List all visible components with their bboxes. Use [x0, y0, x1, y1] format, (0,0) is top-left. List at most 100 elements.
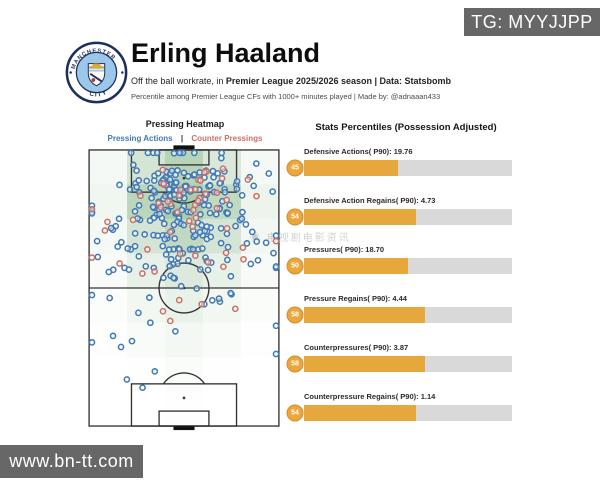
pressing-action-dot: [154, 232, 162, 240]
stat-row: Pressures( P90): 18.70 50: [286, 245, 518, 275]
counter-pressing-dot: [253, 192, 260, 200]
counter-pressing-dot: [185, 217, 193, 225]
pressing-action-dot: [109, 332, 117, 340]
pressing-action-dot: [135, 309, 142, 317]
pressing-action-dot: [238, 215, 246, 222]
pressing-action-dot: [166, 176, 174, 183]
counter-pressing-dot: [88, 254, 96, 261]
counter-pressing-dot: [239, 244, 247, 251]
percentile-badge: 50: [286, 257, 304, 275]
pressing-action-dot: [191, 171, 198, 178]
pressing-action-dot: [172, 179, 180, 186]
pressing-action-dot: [150, 187, 158, 195]
pressing-action-dot: [105, 268, 113, 276]
pressing-action-dot: [223, 256, 231, 264]
pressing-action-dot: [198, 221, 205, 229]
pressing-action-dot: [170, 221, 178, 229]
pressing-action-dot: [270, 249, 277, 257]
stat-row: Pressure Regains( P90): 4.44 58: [286, 294, 518, 324]
pressing-action-dot: [205, 202, 213, 209]
percentile-bar-track: 54: [286, 404, 512, 422]
pressing-action-dot: [166, 262, 174, 270]
pressing-action-dot: [115, 215, 123, 223]
counter-pressing-dot: [218, 175, 226, 182]
manchester-city-crest: MANCHESTER CITY: [65, 41, 128, 104]
counter-pressing-dot: [222, 249, 230, 257]
pressing-action-dot: [107, 224, 115, 232]
pressing-action-dot: [197, 211, 204, 218]
pressing-action-dot: [106, 294, 114, 302]
pressing-action-dot: [167, 255, 175, 263]
pressing-action-dot: [227, 289, 235, 297]
percentile-bar-track: 58: [286, 355, 512, 373]
stat-row: Counterpressure Regains( P90): 1.14 54: [286, 392, 518, 422]
pressing-action-dot: [206, 209, 214, 217]
stat-label: Defensive Action Regains( P90): 4.73: [304, 196, 436, 205]
pressing-heatmap-panel: Pressing Heatmap Pressing Actions | Coun…: [88, 119, 282, 431]
pressing-action-dot: [207, 233, 215, 241]
pressing-action-dot: [133, 167, 140, 174]
counter-pressing-dot: [151, 268, 158, 275]
pressing-action-dot: [180, 169, 188, 177]
counter-pressing-dot: [192, 252, 199, 260]
pressing-action-dot: [135, 177, 143, 184]
pressing-action-dot: [141, 231, 149, 238]
pressing-action-dot: [148, 194, 155, 202]
pressing-action-dot: [154, 169, 162, 177]
pressing-action-dot: [223, 230, 231, 238]
pressing-action-dot: [156, 210, 163, 218]
pressing-action-dot: [93, 237, 101, 245]
pressing-action-dot: [204, 266, 212, 274]
percentile-badge: 54: [286, 208, 304, 226]
counter-pressing-dot: [202, 190, 209, 198]
counter-pressing-dot: [186, 186, 194, 194]
pressing-action-dot: [193, 285, 201, 292]
percentile-badge: 54: [286, 404, 304, 422]
football-pitch: [88, 145, 280, 431]
pressing-action-dot: [216, 180, 224, 187]
counter-pressing-dot: [144, 246, 151, 253]
percentile-bar-fill: [304, 209, 417, 225]
pressing-action-dot: [206, 182, 214, 189]
pressing-action-dot: [150, 177, 158, 184]
percentile-badge: 45: [286, 159, 304, 177]
pressing-action-dot: [162, 251, 170, 258]
pressing-action-dot: [215, 295, 223, 303]
counter-pressing-dot: [244, 176, 252, 183]
pressing-action-dot: [199, 245, 206, 252]
counter-pressing-dot: [201, 168, 208, 176]
counter-pressing-dot: [101, 227, 109, 234]
website-watermark-badge: www.bn-tt.com: [0, 445, 143, 478]
counter-pressing-dot: [160, 180, 168, 188]
percentile-bar-fill: [304, 405, 417, 421]
counter-pressing-dot: [139, 270, 146, 277]
stat-row: Counterpressures( P90): 3.87 58: [286, 343, 518, 373]
stat-row: Defensive Action Regains( P90): 4.73 54: [286, 196, 518, 226]
pressing-action-dot: [224, 209, 232, 217]
pressing-action-dot: [161, 235, 169, 243]
pressing-action-dot: [272, 322, 280, 330]
pressing-action-dot: [164, 207, 172, 215]
legend-separator: |: [180, 134, 184, 143]
counter-pressing-dot: [231, 305, 239, 313]
pressing-action-dot: [170, 274, 177, 282]
pressing-action-dot: [272, 232, 280, 239]
pressing-action-dot: [88, 339, 96, 346]
weibo-watermark: ◉ 电视剧电影资讯: [250, 233, 351, 244]
pressing-action-dot: [165, 186, 173, 193]
pressing-action-dot: [233, 178, 241, 185]
pressing-action-dot: [172, 171, 179, 179]
stats-title: Stats Percentiles (Possession Adjusted): [315, 122, 497, 133]
counter-pressing-dot: [189, 206, 197, 214]
legend-counter-pressings: Counter Pressings: [191, 134, 263, 143]
pressing-action-dot: [161, 192, 169, 200]
pressing-action-dot: [114, 243, 122, 250]
pressing-action-dot: [160, 274, 167, 282]
pressing-action-dot: [269, 188, 276, 195]
pressing-action-dot: [159, 242, 167, 250]
pressing-action-dot: [243, 240, 251, 247]
pressing-dots: [88, 149, 280, 392]
counter-pressing-dot: [137, 192, 144, 200]
pressing-action-dot: [242, 221, 250, 228]
counter-pressing-dot: [175, 296, 183, 304]
